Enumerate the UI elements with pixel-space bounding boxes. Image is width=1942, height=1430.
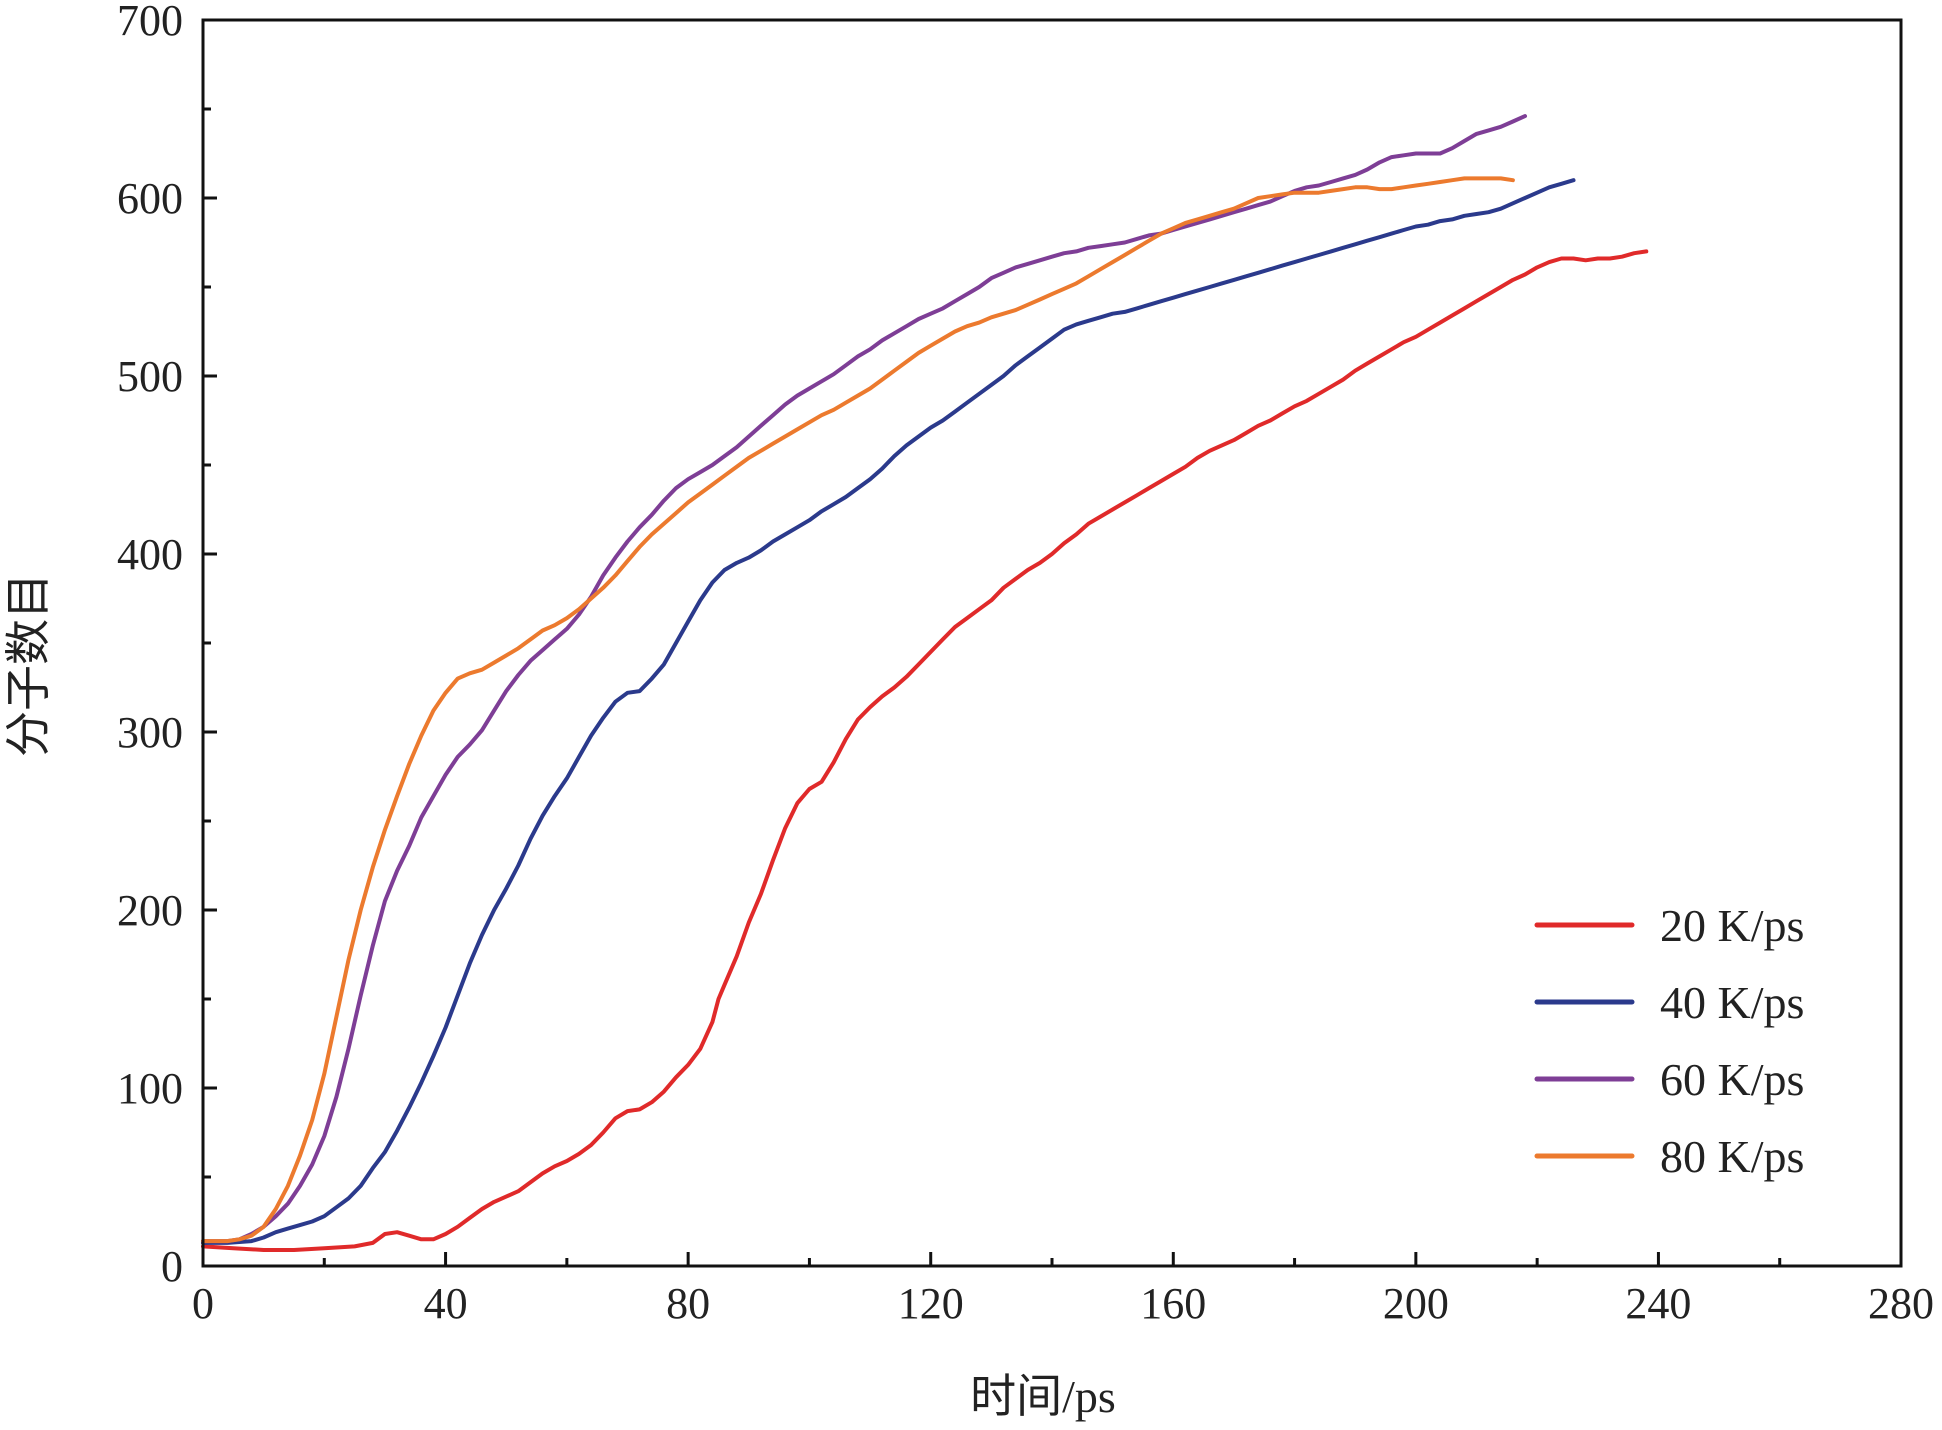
y-tick-label: 600 — [117, 174, 183, 223]
legend-label-3: 60 K/ps — [1660, 1054, 1804, 1105]
y-tick-label: 500 — [117, 352, 183, 401]
y-tick-label: 100 — [117, 1064, 183, 1113]
x-tick-label: 280 — [1868, 1279, 1934, 1328]
y-tick-label: 300 — [117, 708, 183, 757]
series-line-4 — [201, 176, 1515, 1244]
x-tick-label: 40 — [424, 1279, 468, 1328]
x-tick-label: 120 — [898, 1279, 964, 1328]
y-tick-label: 200 — [117, 886, 183, 935]
legend-label-2: 40 K/ps — [1660, 977, 1804, 1028]
x-tick-label: 160 — [1140, 1279, 1206, 1328]
y-tick-label: 0 — [161, 1242, 183, 1291]
series-layer — [201, 114, 1649, 1252]
series-line-2 — [201, 178, 1576, 1245]
axis-layer: 0 40 80 120 160 200 240 280 0 100 200 300 400 500 600 7… — [117, 0, 1934, 1328]
y-axis-title: 分子数目 — [3, 573, 54, 757]
y-tick-label: 700 — [117, 0, 183, 45]
legend-label-4: 80 K/ps — [1660, 1131, 1804, 1182]
series-line-1 — [201, 249, 1649, 1252]
legend-label-1: 20 K/ps — [1660, 900, 1804, 951]
x-tick-label: 200 — [1383, 1279, 1449, 1328]
series-line-3 — [201, 114, 1527, 1244]
x-tick-label: 0 — [192, 1279, 214, 1328]
x-tick-label: 240 — [1625, 1279, 1691, 1328]
x-axis-title: 时间/ps — [970, 1371, 1116, 1422]
x-tick-label: 80 — [666, 1279, 710, 1328]
legend: 20 K/ps 40 K/ps 60 K/ps 80 K/ps — [1534, 900, 1804, 1182]
y-tick-label: 400 — [117, 530, 183, 579]
